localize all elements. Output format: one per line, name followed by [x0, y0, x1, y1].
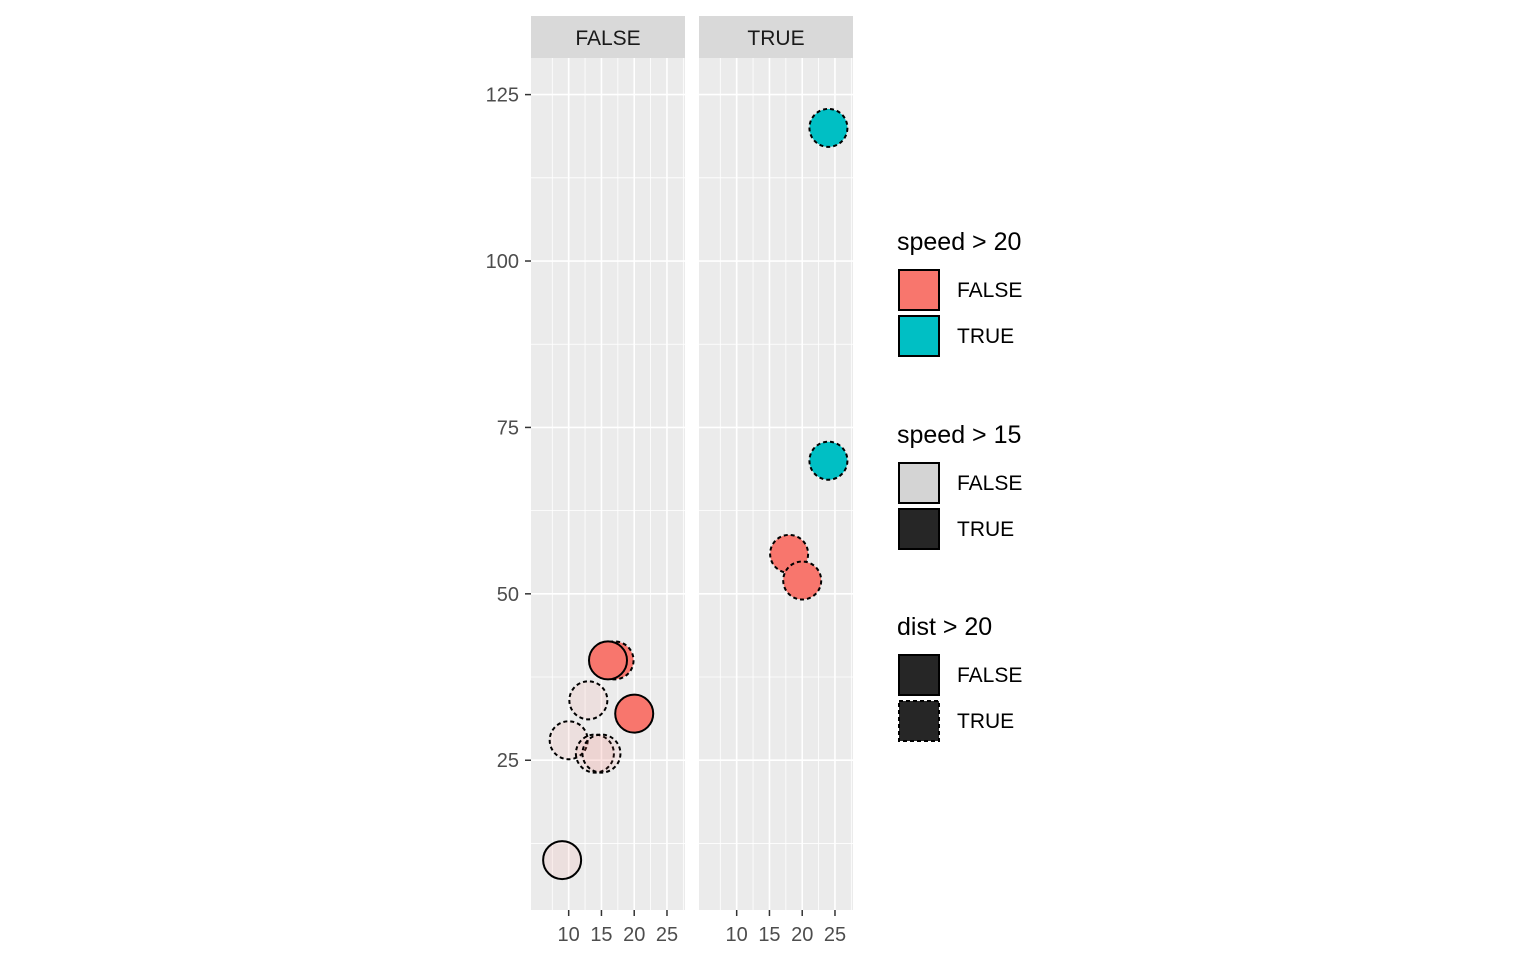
legend-alpha: speed > 15 FALSE TRUE: [897, 421, 1022, 550]
facet-strip-label: TRUE: [747, 27, 804, 50]
y-tick-label: 50: [497, 584, 519, 606]
y-tick-label: 100: [486, 251, 519, 273]
panel-background: [531, 58, 685, 910]
legend-key: [898, 700, 940, 742]
data-point: [542, 840, 583, 881]
data-point: [568, 680, 609, 721]
data-point: [588, 640, 628, 681]
x-tick-label: 25: [824, 924, 846, 946]
y-axis: 25 50 75 100 125: [486, 85, 531, 772]
panel-background: [699, 58, 853, 910]
facet-strip: [531, 16, 685, 58]
facet-strip: [699, 16, 853, 58]
data-point: [808, 107, 849, 148]
x-tick-label: 25: [656, 924, 678, 946]
legend-label: TRUE: [957, 325, 1014, 348]
data-point: [614, 693, 655, 734]
legend-label: FALSE: [957, 472, 1022, 495]
legend-label: TRUE: [957, 710, 1014, 733]
legend-label: FALSE: [957, 664, 1022, 687]
legend-key: [898, 315, 940, 357]
data-point: [581, 733, 622, 774]
panel-true: TRUE 10 15 20 25: [699, 16, 853, 946]
legend-key: [898, 462, 940, 504]
legend-key: [898, 269, 940, 311]
legend-key: [898, 508, 940, 550]
data-point: [782, 560, 823, 601]
legend-title: speed > 15: [897, 421, 1021, 449]
y-tick-label: 125: [486, 85, 519, 107]
y-tick-label: 25: [497, 750, 519, 772]
y-tick-label: 75: [497, 417, 519, 439]
legend-label: TRUE: [957, 518, 1014, 541]
legend-title: speed > 20: [897, 228, 1021, 256]
panel-false: FALSE 10 15 20 25: [531, 16, 685, 946]
x-tick-label: 10: [558, 924, 580, 946]
x-tick-label: 10: [726, 924, 748, 946]
x-tick-label: 20: [623, 924, 645, 946]
legend-title: dist > 20: [897, 613, 992, 641]
facet-strip-label: FALSE: [575, 27, 640, 50]
x-tick-label: 20: [791, 924, 813, 946]
legend-label: FALSE: [957, 279, 1022, 302]
legend-fill: speed > 20 FALSE TRUE: [897, 228, 1022, 357]
x-tick-label: 15: [758, 924, 780, 946]
x-tick-label: 15: [590, 924, 612, 946]
legend-key: [898, 654, 940, 696]
legend-linetype: dist > 20 FALSE TRUE: [897, 613, 1022, 742]
data-point: [808, 440, 849, 481]
panels-layer: FALSE 10 15 20 25 TRUE 10 15 20 25: [531, 16, 853, 946]
